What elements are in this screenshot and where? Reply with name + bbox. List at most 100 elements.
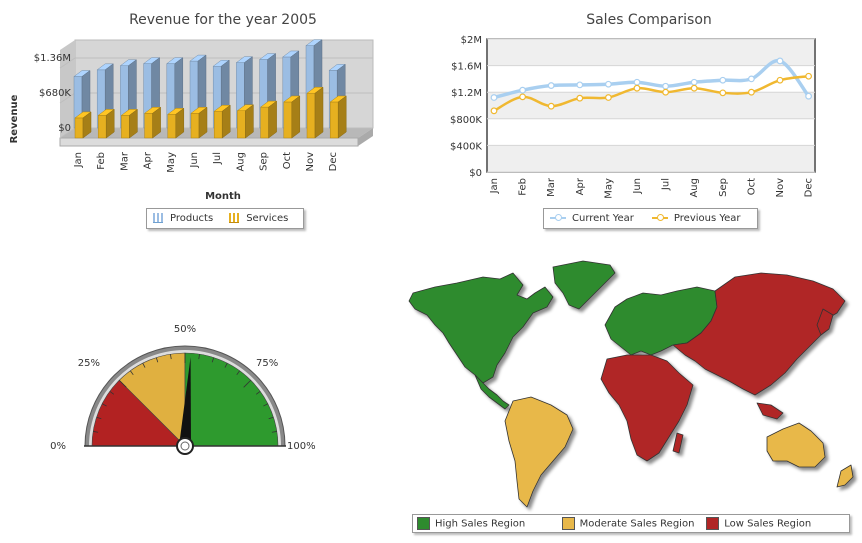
revenue-bar [74, 117, 84, 139]
sales-xtick: May [603, 178, 614, 199]
map-region-asia[interactable] [672, 272, 846, 396]
map-region-australia[interactable] [766, 422, 826, 468]
sales-point-current-year [633, 78, 641, 86]
sales-point-current-year [776, 57, 784, 65]
gauge-tick [263, 403, 269, 407]
sales-ytick: $800K [450, 115, 482, 126]
revenue-floor-front [59, 137, 359, 147]
revenue-xtick: Dec [328, 152, 339, 171]
sales-point-current-year [576, 81, 584, 89]
bar-icon [153, 213, 163, 223]
sales-point-current-year [805, 92, 813, 100]
revenue-bar [121, 115, 130, 139]
map-region-africa[interactable] [600, 354, 694, 462]
swatch-icon [561, 517, 575, 530]
revenue-bar [329, 101, 339, 139]
gauge-tick [268, 416, 274, 420]
revenue-bar [260, 106, 269, 139]
sales-ytick: $0 [469, 168, 482, 179]
map-region-central-america[interactable] [474, 374, 510, 410]
gauge-chart: 0% 25% 50% 75% 100% [0, 300, 420, 500]
legend-previous-year: Previous Year [651, 213, 741, 224]
sales-xtick: Oct [746, 178, 757, 195]
gauge-label: 100% [287, 441, 316, 452]
sales-point-previous-year [604, 94, 612, 101]
sales-ytick: $1.6M [451, 62, 482, 73]
revenue-bar [167, 114, 177, 139]
map-legend: High Sales Region Moderate Sales Region … [412, 514, 850, 533]
map-region-new-zealand[interactable] [836, 464, 854, 488]
sales-xtick: Jun [632, 178, 643, 195]
bar-icon [229, 213, 240, 223]
revenue-bar [190, 113, 200, 139]
sales-xtick: Aug [689, 178, 700, 198]
revenue-side-wall [60, 40, 75, 138]
revenue-bar [144, 113, 153, 139]
revenue-bar-side [129, 108, 138, 139]
revenue-bar [237, 110, 246, 139]
gauge-tick [243, 379, 252, 388]
sales-band [488, 92, 814, 119]
map-region-south-america[interactable] [504, 396, 574, 508]
sales-point-current-year [547, 82, 555, 89]
legend-products-label: Products [170, 213, 214, 224]
sales-point-current-year [719, 76, 727, 84]
revenue-bar-side [268, 100, 277, 139]
sales-xtick: Jan [489, 178, 500, 194]
revenue-xtick: Feb [96, 152, 107, 170]
sales-xtick: Feb [518, 178, 529, 196]
sales-xtick: Sep [718, 178, 729, 197]
legend-moderate-label: Moderate Sales Region [579, 518, 695, 530]
sales-point-previous-year [805, 72, 813, 80]
sales-band [488, 39, 814, 66]
revenue-chart: Revenue for the year 2005 Revenue Month … [0, 0, 420, 240]
sales-point-previous-year [719, 89, 727, 97]
revenue-ytick: $1.36M [34, 53, 71, 64]
map-region-madagascar[interactable] [672, 432, 684, 454]
sales-ytick: $400K [450, 141, 482, 152]
sales-point-previous-year [748, 88, 755, 96]
gauge-pivot-inner [180, 441, 190, 451]
legend-products: Products [153, 213, 213, 224]
sales-ytick: $2M [461, 35, 482, 46]
gauge-tick [101, 403, 107, 407]
revenue-bar-side [221, 104, 231, 139]
gauge-band [118, 352, 186, 447]
gauge-tick [224, 362, 228, 368]
revenue-xlabel: Month [205, 191, 241, 202]
sales-point-previous-year [633, 84, 641, 92]
gauge-tick [142, 362, 146, 368]
gauge-label: 0% [50, 441, 66, 452]
map-region-japan[interactable] [816, 308, 834, 336]
map-region-north-america[interactable] [408, 272, 554, 384]
line-marker-icon [550, 214, 566, 221]
sales-title: Sales Comparison [586, 12, 712, 28]
map-region-southeast-asia[interactable] [756, 402, 784, 420]
sales-point-current-year [519, 86, 526, 94]
sales-ytick: $1.2M [451, 88, 482, 99]
legend-low-sales: Low Sales Region [706, 517, 845, 530]
revenue-bar-side [291, 95, 301, 139]
sales-point-previous-year [547, 102, 555, 110]
gauge-tick [170, 354, 172, 360]
revenue-bar [283, 101, 293, 139]
revenue-floor-side [358, 128, 373, 146]
revenue-xtick: Oct [282, 152, 293, 169]
revenue-bar [306, 92, 316, 139]
revenue-chart-svg: Revenue for the year 2005 Revenue Month … [9, 12, 374, 202]
revenue-bar-side [152, 106, 161, 139]
revenue-bar [97, 115, 107, 139]
gauge-tick [130, 370, 134, 376]
revenue-bar-side [337, 95, 347, 139]
legend-current-label: Current Year [572, 213, 634, 224]
sales-point-current-year [690, 78, 698, 86]
revenue-xtick: Nov [305, 152, 316, 172]
gauge-label: 75% [256, 358, 278, 369]
revenue-ytick: $680K [39, 88, 71, 99]
revenue-bar [213, 110, 223, 139]
revenue-xtick: May [166, 152, 177, 173]
legend-current-year: Current Year [550, 213, 634, 224]
gauge-tick [211, 357, 215, 363]
map-region-greenland[interactable] [552, 260, 616, 310]
sales-point-previous-year [690, 84, 698, 92]
